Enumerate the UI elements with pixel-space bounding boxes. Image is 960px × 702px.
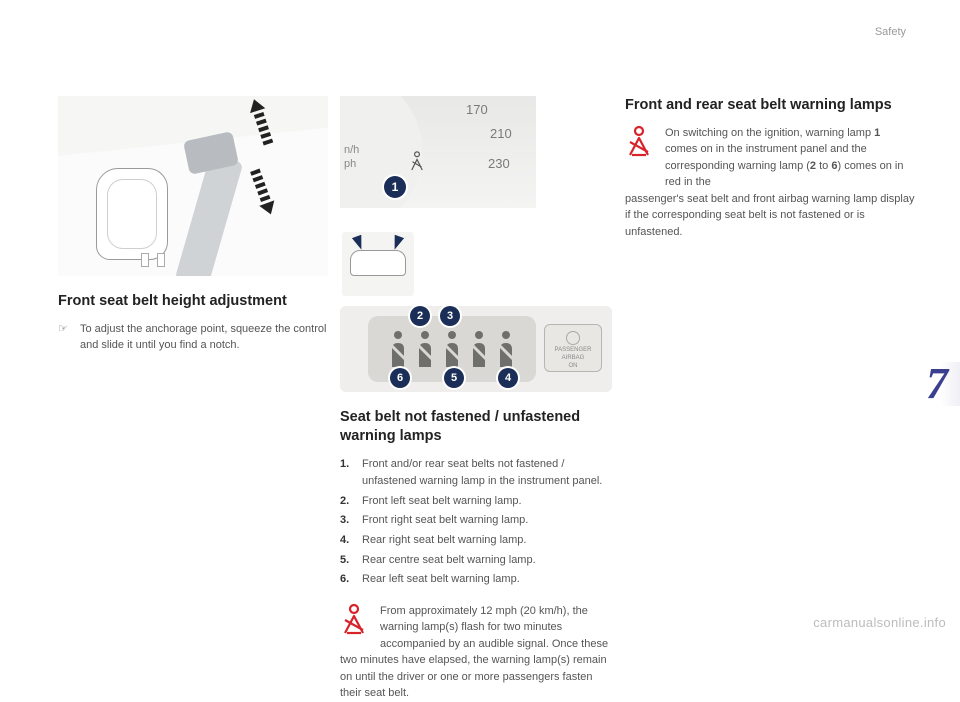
section-label: Safety bbox=[875, 26, 906, 38]
arrow-down-icon bbox=[246, 163, 279, 217]
speedo-unit: n/h bbox=[344, 144, 359, 156]
col1-title: Front seat belt height adjustment bbox=[58, 292, 328, 311]
seated-person-icon bbox=[386, 329, 410, 369]
list-item: 2. Front left seat belt warning lamp. bbox=[340, 493, 612, 511]
speedo-number: 210 bbox=[490, 126, 512, 141]
list-num: 3. bbox=[340, 512, 354, 530]
pointer-icon bbox=[352, 235, 366, 252]
bullet-symbol: ☞ bbox=[58, 321, 70, 354]
list-text: Front and/or rear seat belts not fastene… bbox=[362, 456, 612, 491]
headrest-shape bbox=[96, 168, 168, 260]
text-bold: 1 bbox=[874, 127, 880, 139]
speedo-bg bbox=[340, 96, 536, 208]
col2-title: Seat belt not fastened / unfastened warn… bbox=[340, 408, 612, 446]
list-item: 4. Rear right seat belt warning lamp. bbox=[340, 532, 612, 550]
callout-badge-6: 6 bbox=[390, 368, 410, 388]
seated-person-icon bbox=[413, 329, 437, 369]
headrest-post bbox=[141, 253, 149, 267]
list-text: Front left seat belt warning lamp. bbox=[362, 493, 522, 511]
list-num: 4. bbox=[340, 532, 354, 550]
pointer-icon bbox=[390, 235, 404, 252]
info-block-ignition: On switching on the ignition, warning la… bbox=[625, 125, 915, 241]
list-item: 6. Rear left seat belt warning lamp. bbox=[340, 571, 612, 589]
info-rest-text: passenger's seat belt and front airbag w… bbox=[625, 191, 915, 241]
list-text: Front right seat belt warning lamp. bbox=[362, 512, 528, 530]
info-block-speed: From approximately 12 mph (20 km/h), the… bbox=[340, 603, 612, 702]
seat-belt-shape bbox=[175, 154, 244, 276]
list-num: 2. bbox=[340, 493, 354, 511]
callout-badge-1: 1 bbox=[384, 176, 406, 198]
list-text: Rear centre seat belt warning lamp. bbox=[362, 552, 536, 570]
illustration-row: 170 210 230 n/h ph 1 bbox=[340, 96, 612, 296]
column-1: Front seat belt height adjustment ☞ To a… bbox=[58, 96, 328, 354]
seated-person-icon bbox=[467, 329, 491, 369]
watermark: carmanualsonline.info bbox=[813, 615, 946, 630]
list-num: 1. bbox=[340, 456, 354, 491]
callout-badge-4: 4 bbox=[498, 368, 518, 388]
speedo-number: 170 bbox=[466, 102, 488, 117]
list-item: 3. Front right seat belt warning lamp. bbox=[340, 512, 612, 530]
seatbelt-warning-icon bbox=[408, 150, 426, 172]
speedo-number: 230 bbox=[488, 156, 510, 171]
chapter-number: 7 bbox=[926, 358, 948, 409]
info-rest-text: two minutes have elapsed, the warning la… bbox=[340, 652, 612, 702]
illustration-cabin-top bbox=[342, 232, 414, 296]
illustration-warning-panel: PASSENGER AIRBAG ON 2 3 4 5 6 bbox=[340, 306, 612, 392]
info-lead-text: On switching on the ignition, warning la… bbox=[665, 125, 915, 191]
seatbelt-alert-icon bbox=[625, 125, 653, 157]
list-text: Rear left seat belt warning lamp. bbox=[362, 571, 520, 589]
list-num: 6. bbox=[340, 571, 354, 589]
col3-title: Front and rear seat belt warning lamps bbox=[625, 96, 915, 115]
airbag-text: ON bbox=[545, 363, 601, 371]
text-frag: On switching on the ignition, warning la… bbox=[665, 127, 874, 139]
list-item: 1.Front and/or rear seat belts not faste… bbox=[340, 456, 612, 491]
airbag-circle-icon bbox=[566, 331, 580, 345]
list-item: 5. Rear centre seat belt warning lamp. bbox=[340, 552, 612, 570]
airbag-text: PASSENGER bbox=[545, 347, 601, 355]
warning-lamp-list: 1.Front and/or rear seat belts not faste… bbox=[340, 456, 612, 589]
column-3: Front and rear seat belt warning lamps O… bbox=[625, 96, 915, 240]
list-text: Rear right seat belt warning lamp. bbox=[362, 532, 526, 550]
seatbelt-alert-icon bbox=[340, 603, 368, 635]
list-num: 5. bbox=[340, 552, 354, 570]
callout-badge-2: 2 bbox=[410, 306, 430, 326]
airbag-text: AIRBAG bbox=[545, 355, 601, 363]
bullet-text: To adjust the anchorage point, squeeze t… bbox=[80, 321, 328, 354]
callout-badge-3: 3 bbox=[440, 306, 460, 326]
info-lead-text: From approximately 12 mph (20 km/h), the… bbox=[380, 603, 612, 653]
text-frag: to bbox=[816, 160, 831, 172]
seated-person-icon bbox=[440, 329, 464, 369]
headrest-post bbox=[157, 253, 165, 267]
illustration-seat-belt-height bbox=[58, 96, 328, 276]
callout-badge-5: 5 bbox=[444, 368, 464, 388]
speedo-unit: ph bbox=[344, 158, 356, 170]
illustration-speedometer: 170 210 230 n/h ph 1 bbox=[340, 96, 536, 208]
col1-bullet: ☞ To adjust the anchorage point, squeeze… bbox=[58, 321, 328, 354]
passenger-airbag-badge: PASSENGER AIRBAG ON bbox=[544, 324, 602, 372]
column-2: 170 210 230 n/h ph 1 PASSENGER AIRBAG bbox=[340, 96, 612, 702]
seated-person-icon bbox=[494, 329, 518, 369]
